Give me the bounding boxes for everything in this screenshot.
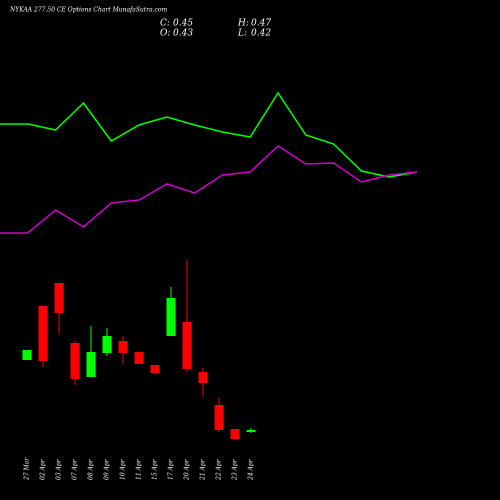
candle-body (134, 352, 144, 364)
candle-body (182, 322, 192, 369)
summary-label: O: (160, 29, 170, 39)
indicator-line (0, 145, 418, 234)
x-tick-label: 17 Apr (168, 458, 175, 480)
candle-body (22, 350, 32, 360)
x-tick-label: 02 Apr (40, 458, 47, 480)
x-tick-label: 22 Apr (216, 458, 223, 481)
x-tick-label: 27 Mar (24, 457, 31, 481)
x-tick-label: 08 Apr (88, 458, 95, 480)
candle-body (102, 336, 112, 353)
candle-body (230, 429, 240, 439)
summary-value: 0.43 (173, 29, 193, 39)
candle-body (150, 365, 160, 373)
chart-title: NYKAA 277.50 CE Options Chart MunafaSutr… (9, 7, 168, 14)
summary-label: H: (237, 19, 249, 29)
candle-body (246, 430, 256, 432)
x-tick-label: 03 Apr (56, 458, 63, 480)
x-tick-label: 23 Apr (232, 458, 239, 481)
x-tick-label: 20 Apr (184, 458, 191, 481)
candle-body (118, 341, 128, 353)
candle-body (38, 306, 48, 361)
summary-label: C: (160, 19, 170, 29)
x-tick-label: 24 Apr (248, 458, 255, 481)
summary-label: L: (237, 29, 247, 39)
candle-body (54, 283, 64, 313)
x-tick-label: 10 Apr (120, 458, 127, 480)
x-tick-label: 07 Apr (72, 458, 79, 480)
x-tick-label: 11 Apr (136, 458, 143, 480)
x-tick-label: 21 Apr (200, 458, 207, 481)
summary-value: 0.45 (173, 19, 193, 29)
candle-body (70, 343, 80, 379)
candle-body (86, 352, 96, 377)
x-tick-label: 09 Apr (104, 458, 111, 480)
x-tick-label: 15 Apr (152, 458, 159, 480)
summary-value: 0.47 (251, 19, 271, 29)
candle-body (214, 405, 224, 430)
summary-value: 0.42 (251, 29, 271, 39)
candle-body (198, 372, 208, 383)
indicator-line (0, 91, 418, 178)
candle-body (166, 298, 176, 336)
